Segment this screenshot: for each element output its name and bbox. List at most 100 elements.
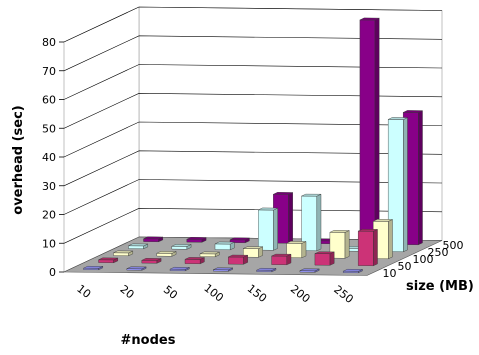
bar [358,228,378,267]
bar-front [171,246,188,250]
bar-top [171,244,192,247]
y-tick-label: 0 [49,266,56,279]
bar-front [214,243,231,251]
bar-side [301,241,307,259]
bar-side [373,229,378,267]
bar-front [228,256,244,265]
bar-front [186,239,203,243]
bar-top [358,228,378,232]
z-tick-label: 10 [383,267,397,280]
x-tick-label: 10 [74,282,93,301]
bar-front [156,253,173,257]
bar-top [271,253,292,257]
bar-top [141,258,162,261]
bar [301,193,322,252]
bar-front [314,253,331,266]
bar-top [388,117,408,120]
bar-side [388,219,393,260]
z-axis-title: size (MB) [406,279,474,294]
y-tick-label: 80 [42,36,56,49]
bar-top [359,17,380,21]
bar-top [186,237,207,240]
y-tick-label: 30 [42,180,56,193]
bar-top [286,241,307,244]
y-axis-title: overhead (sec) [11,105,26,214]
y-tick-label: 10 [42,237,56,250]
bar-top [329,230,350,233]
bar [359,17,380,245]
bar-top [143,236,163,240]
bar [199,251,220,258]
bar-front [128,245,144,250]
bar-top [169,266,190,270]
x-axis-title: #nodes [121,333,176,348]
bar-top [229,237,250,241]
z-tick-label: 500 [443,239,464,252]
gridline [63,121,443,158]
bar-top [228,254,248,258]
bar-top [113,250,133,254]
x-tick-label: 20 [118,283,137,302]
bar [126,266,147,271]
bar-top [258,207,278,211]
bar-side [288,192,293,244]
bar-side [344,230,350,259]
bar-top [83,265,103,269]
bar-side [273,207,278,251]
bar [83,265,104,271]
bar-top [126,266,147,270]
bar [184,257,205,265]
bar [143,236,164,243]
bar [258,207,278,251]
bar-front [271,255,287,266]
bar-front [358,230,374,267]
bar-front [359,19,376,245]
bar [256,267,277,273]
bar-front [141,260,158,264]
y-tick-label: 50 [42,122,56,135]
bar-front [258,209,274,251]
bar-top [301,193,322,197]
bar [169,266,190,272]
bar [156,251,177,257]
bar-side [418,110,423,246]
bar-top [273,192,293,195]
gridline [63,179,443,215]
bar [388,117,408,253]
bar-top [373,219,393,222]
y-tick-label: 60 [42,94,56,107]
gridline [63,64,443,100]
bar [343,268,363,274]
bar-top [213,267,233,271]
bar-top [184,257,205,260]
y-tick-label: 20 [42,209,56,222]
bar [113,250,134,257]
bar [228,254,248,265]
bar-side [316,193,322,252]
bar [128,243,149,250]
bar [214,241,235,251]
bar-front [98,259,114,264]
bar [271,253,292,266]
bar-top [256,267,277,271]
x-tick-label: 50 [161,283,180,302]
gridline [63,35,443,72]
gridline [63,92,443,129]
y-tick-label: 70 [42,65,56,78]
gridline [63,207,443,244]
bar [171,244,192,250]
bar [299,268,320,273]
bar-front [199,253,216,258]
bar-side [374,17,380,245]
bar [141,258,162,264]
bar-front [143,238,159,243]
chart-bars [83,17,423,274]
bar-top [214,241,235,245]
bar-top [128,243,148,247]
bar-side [329,251,335,266]
bar-side [403,117,408,253]
x-tick-label: 200 [288,282,313,305]
bar-top [299,268,320,272]
